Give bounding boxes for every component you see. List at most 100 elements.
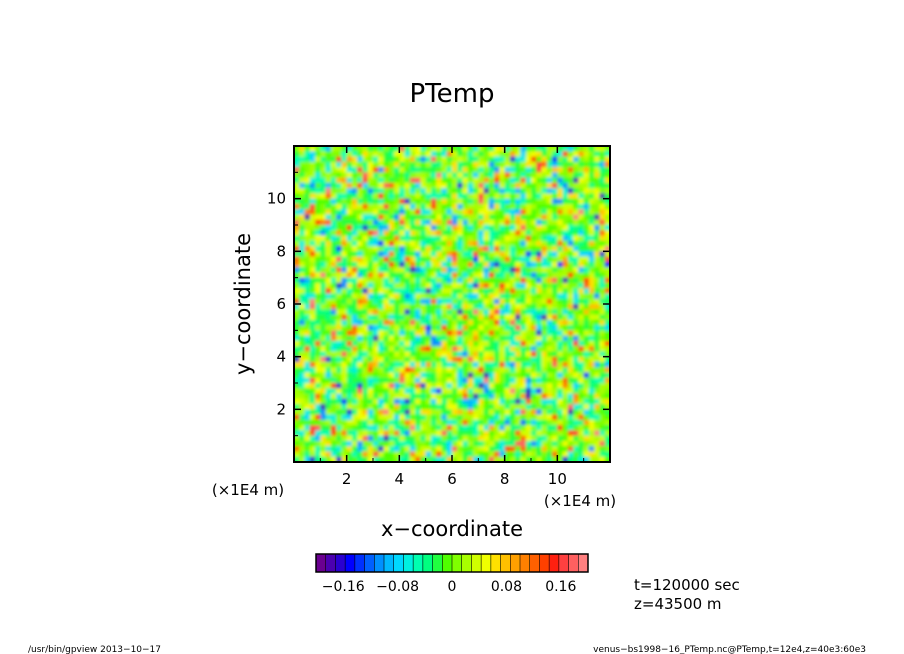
field-cell xyxy=(457,293,464,300)
field-cell xyxy=(567,383,574,389)
field-cell xyxy=(420,161,427,168)
field-cell xyxy=(373,383,379,389)
field-cell xyxy=(362,288,369,295)
field-cell xyxy=(299,414,306,421)
field-cell xyxy=(573,425,579,431)
field-cell xyxy=(604,256,610,263)
field-cell xyxy=(525,404,532,410)
field-cell xyxy=(388,446,395,453)
field-cell xyxy=(336,225,342,231)
colorbar-swatch xyxy=(316,554,327,572)
field-cell xyxy=(520,209,527,216)
field-cell xyxy=(604,230,610,237)
field-cell xyxy=(504,230,511,237)
field-cell xyxy=(388,335,395,342)
field-cell xyxy=(304,435,311,442)
field-cell xyxy=(425,351,432,358)
field-cell xyxy=(588,346,595,352)
field-cell xyxy=(520,398,527,405)
field-cell xyxy=(294,309,300,316)
field-cell xyxy=(515,219,522,226)
field-cell xyxy=(467,182,474,189)
field-cell xyxy=(452,288,458,295)
field-cell xyxy=(441,456,448,462)
field-cell xyxy=(436,214,443,221)
field-cell xyxy=(388,298,395,305)
field-cell xyxy=(330,146,337,152)
field-cell xyxy=(494,156,500,163)
field-cell xyxy=(373,256,379,263)
field-cell xyxy=(525,377,532,384)
field-cell xyxy=(509,277,516,284)
field-cell xyxy=(304,304,311,310)
field-cell xyxy=(473,203,479,210)
field-cell xyxy=(515,172,522,179)
field-cell xyxy=(404,388,411,395)
field-cell xyxy=(362,430,369,437)
field-cell xyxy=(415,172,421,179)
field-cell xyxy=(341,282,348,289)
field-cell xyxy=(515,261,522,268)
field-cell xyxy=(573,419,579,426)
field-cell xyxy=(467,156,474,163)
field-cell xyxy=(552,446,558,453)
field-cell xyxy=(462,335,469,342)
field-cell xyxy=(531,267,537,273)
field-cell xyxy=(515,367,522,374)
field-cell xyxy=(357,361,364,368)
field-cell xyxy=(467,282,474,289)
field-cell xyxy=(430,335,437,342)
field-cell xyxy=(425,383,432,389)
field-cell xyxy=(541,335,548,342)
field-cell xyxy=(546,198,553,205)
field-cell xyxy=(309,172,316,179)
field-cell xyxy=(562,446,569,453)
field-cell xyxy=(294,451,300,458)
field-cell xyxy=(457,440,464,447)
field-cell xyxy=(299,146,306,152)
field-cell xyxy=(473,151,479,158)
field-cell xyxy=(562,240,569,247)
field-cell xyxy=(520,440,527,447)
field-cell xyxy=(446,309,453,316)
field-cell xyxy=(531,346,537,352)
field-cell xyxy=(388,272,395,279)
field-cell xyxy=(325,314,332,321)
field-cell xyxy=(409,219,416,226)
field-cell xyxy=(488,430,495,437)
field-cell xyxy=(315,240,321,247)
field-cell xyxy=(552,282,558,289)
field-cell xyxy=(425,419,432,426)
field-cell xyxy=(567,288,574,295)
field-cell xyxy=(488,435,495,442)
field-cell xyxy=(388,377,395,384)
field-cell xyxy=(525,151,532,158)
field-cell xyxy=(531,398,537,405)
field-cell xyxy=(367,272,374,279)
field-cell xyxy=(388,219,395,226)
field-cell xyxy=(430,193,437,200)
field-cell xyxy=(594,388,601,395)
field-cell xyxy=(457,146,464,152)
field-cell xyxy=(462,230,469,237)
field-cell xyxy=(567,167,574,173)
field-cell xyxy=(578,388,585,395)
field-cell xyxy=(525,456,532,462)
field-cell xyxy=(536,167,543,173)
field-cell xyxy=(430,435,437,442)
field-cell xyxy=(541,361,548,368)
field-cell xyxy=(546,235,553,242)
field-cell xyxy=(346,383,353,389)
field-cell xyxy=(552,198,558,205)
field-cell xyxy=(515,214,522,221)
field-cell xyxy=(304,203,311,210)
field-cell xyxy=(557,293,564,300)
field-cell xyxy=(541,393,548,400)
field-cell xyxy=(567,404,574,410)
field-cell xyxy=(552,193,558,200)
field-cell xyxy=(430,214,437,221)
field-cell xyxy=(436,203,443,210)
field-cell xyxy=(588,298,595,305)
field-cell xyxy=(583,272,590,279)
field-cell xyxy=(462,414,469,421)
